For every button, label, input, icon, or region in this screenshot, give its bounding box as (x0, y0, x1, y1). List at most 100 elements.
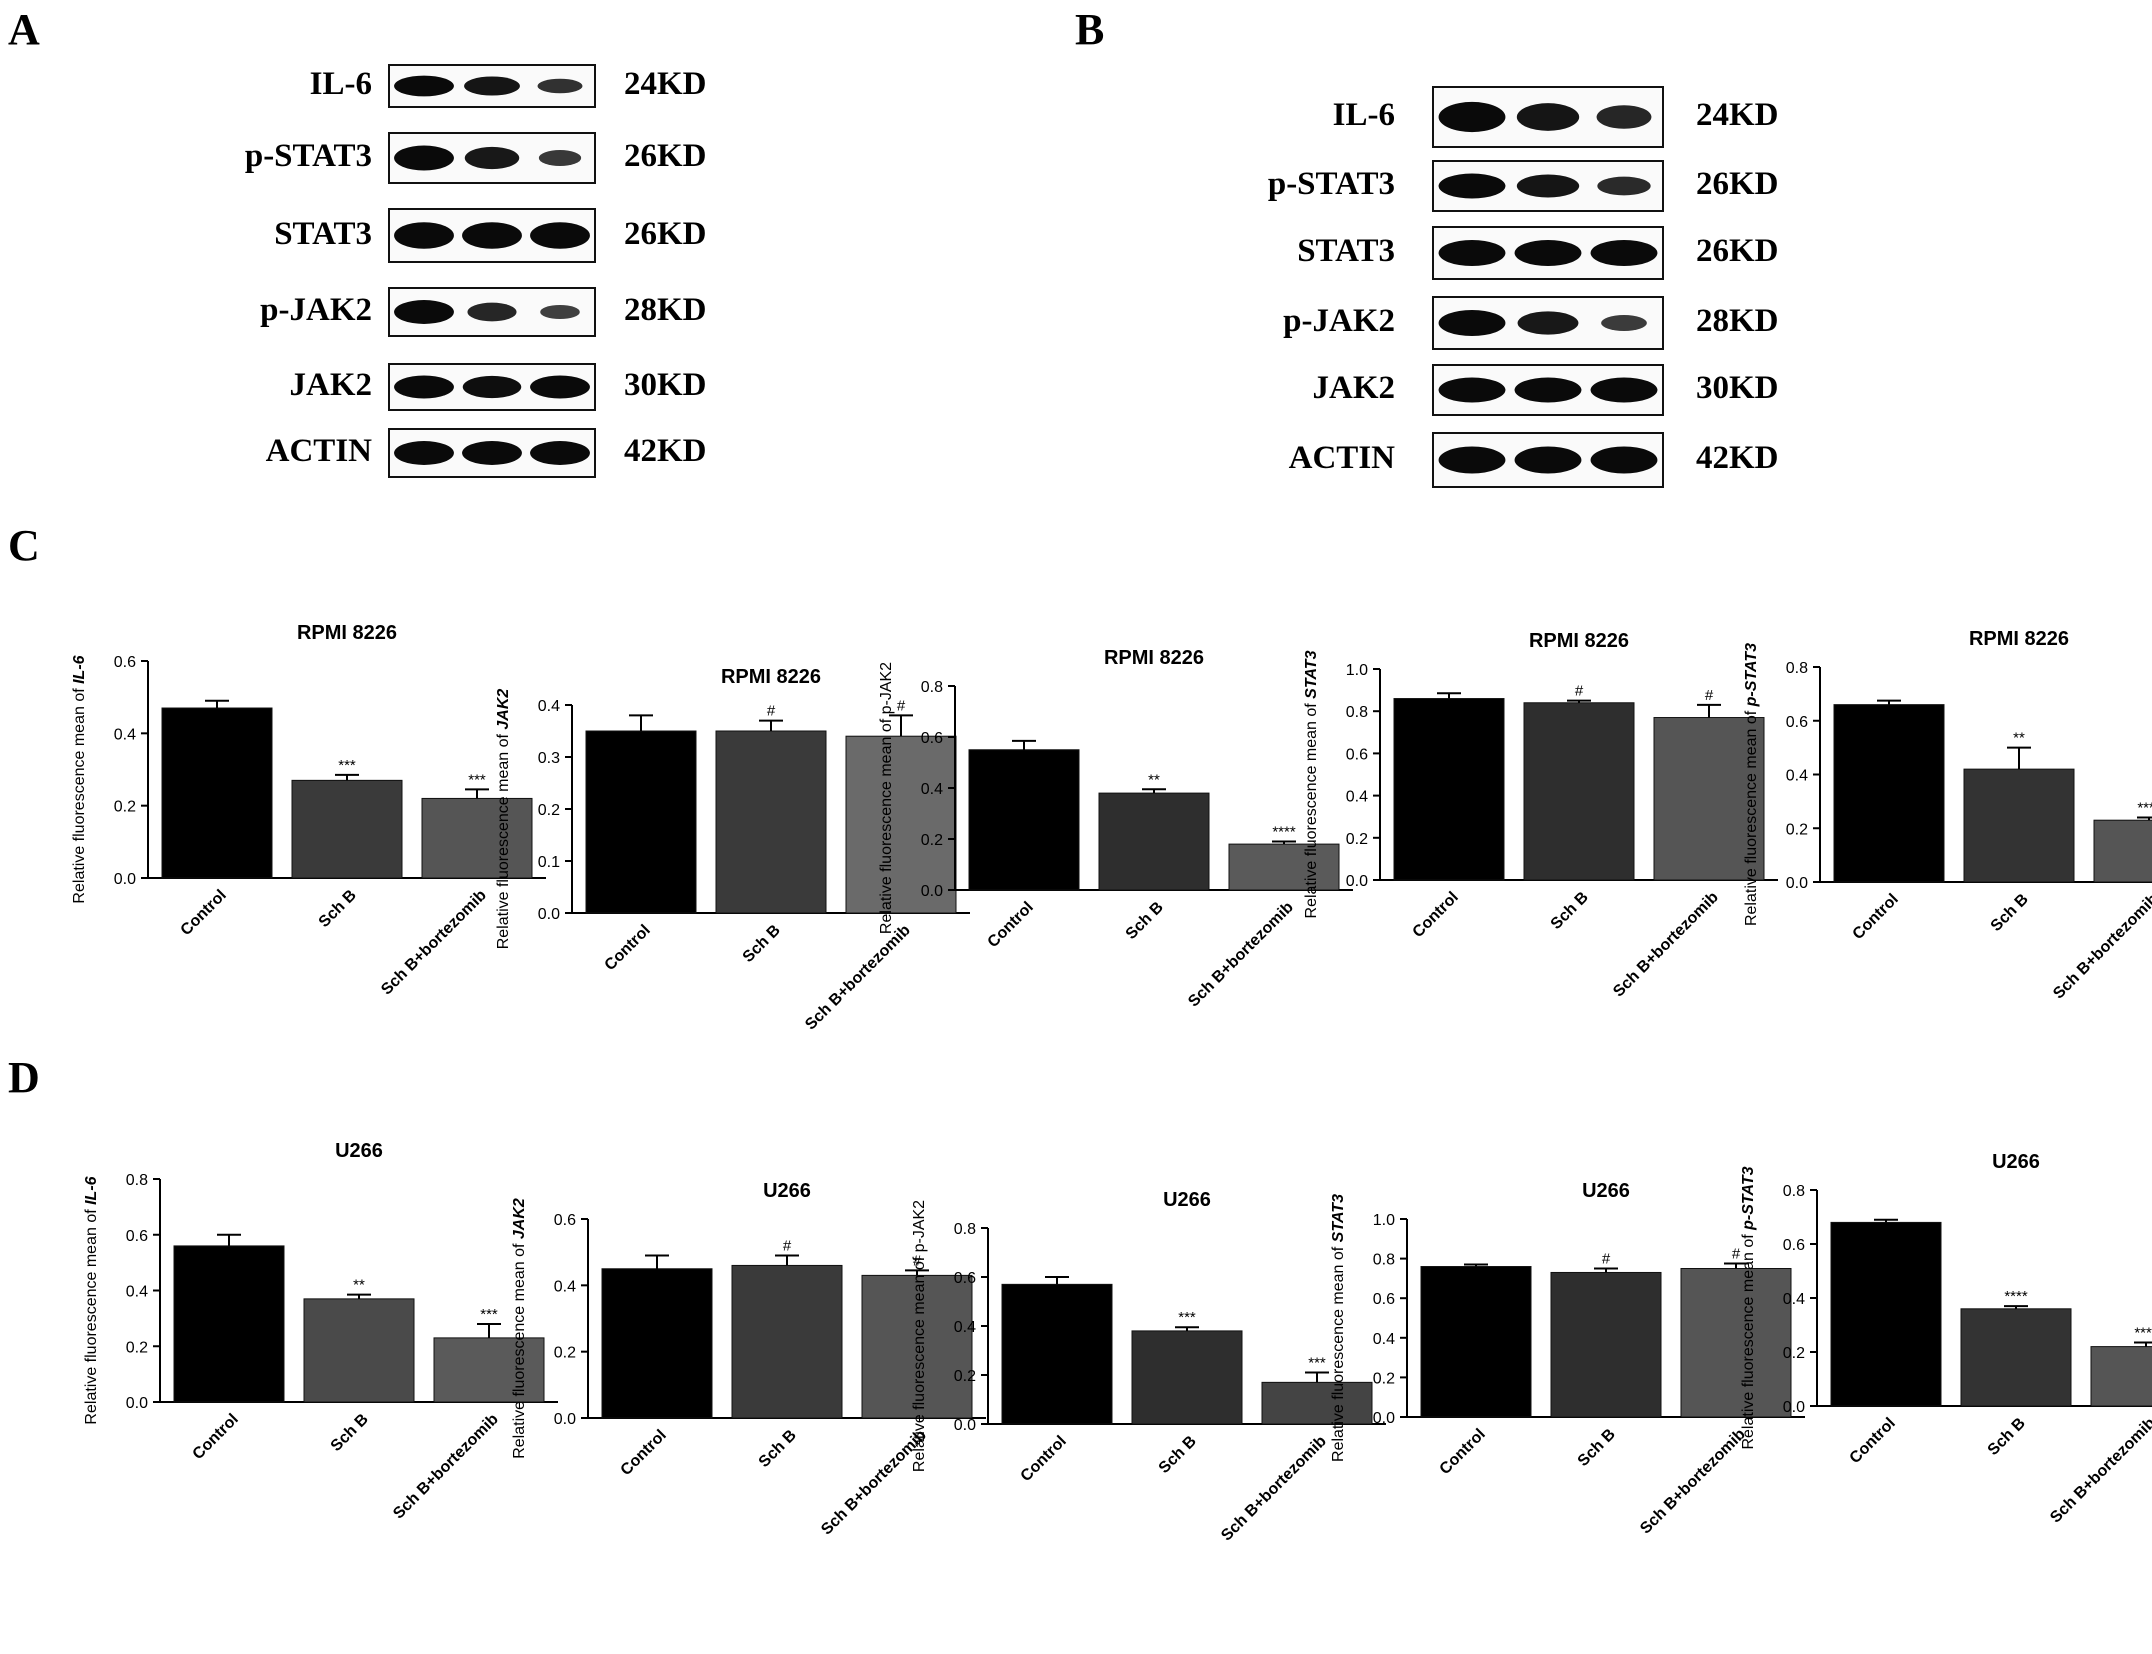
y-axis-label-text: Relative fluorescence mean of (495, 730, 512, 950)
blot-kd-label: 30KD (1696, 370, 1779, 406)
panel-letter-c: C (8, 521, 40, 570)
x-category-label: Sch B (1156, 1433, 1200, 1477)
y-axis-label-text: Relative fluorescence mean of (71, 684, 88, 904)
blot-band (1590, 377, 1658, 403)
bar (1680, 1268, 1792, 1418)
blot-band-strip (388, 363, 596, 411)
y-tick-label: 0.6 (954, 1270, 976, 1287)
blot-band (464, 146, 520, 170)
significance-label: **** (2004, 1288, 2028, 1305)
blot-protein-label: JAK2 (1312, 370, 1396, 406)
y-tick-label: 0.0 (1373, 1410, 1395, 1427)
blot-band (1517, 311, 1579, 335)
significance-label: ** (353, 1277, 365, 1294)
y-tick-label: 0.6 (921, 730, 943, 747)
x-category-label: Control (190, 1411, 242, 1463)
blot-band (1601, 315, 1647, 331)
blot-protein-label: IL-6 (309, 66, 372, 102)
bar-chart: 0.0 0.2 0.4 0.6 0.8 U266 Relative fluorescence… (83, 1140, 558, 1522)
bar (1830, 1221, 1942, 1407)
y-axis-label-gene: JAK2 (495, 689, 512, 730)
x-category-label: Sch B (740, 922, 784, 966)
chart-title: RPMI 8226 (1104, 647, 1204, 669)
blot-band-strip (388, 287, 596, 337)
y-axis-label-gene: IL-6 (71, 655, 88, 684)
y-tick-label: 0.0 (921, 883, 943, 900)
bar (861, 1274, 973, 1419)
blot-protein-label: p-STAT3 (244, 138, 372, 174)
y-tick-label: 0.2 (954, 1368, 976, 1385)
blot-band (464, 76, 520, 96)
bar-chart: 0.0 0.2 0.4 0.6 0.8 1.0 U266 Relative fluoresce… (1330, 1180, 1805, 1537)
bar (1420, 1266, 1532, 1418)
bar (433, 1337, 545, 1403)
chart-title: U266 (1582, 1180, 1630, 1202)
blot-kd-label: 28KD (624, 292, 707, 328)
y-tick-label: 0.0 (1346, 873, 1368, 890)
y-axis-label-text: Relative fluorescence mean of (511, 1239, 528, 1459)
blot-band (394, 300, 454, 324)
y-axis-label: Relative fluorescence mean of IL-6 (83, 1176, 100, 1424)
y-tick-label: 0.4 (1783, 1291, 1805, 1308)
bar (1523, 702, 1635, 881)
blot-protein-label: STAT3 (1297, 233, 1395, 269)
x-category-label: Sch B (1985, 1415, 2029, 1459)
y-axis-label-gene: STAT3 (1330, 1194, 1347, 1242)
chart-title: U266 (1163, 1189, 1211, 1211)
bar (1261, 1381, 1373, 1425)
x-category-label: Sch B+bortezomib (2050, 891, 2152, 1003)
x-category-label: Sch B (1988, 891, 2032, 935)
blot-band (462, 222, 522, 249)
y-tick-label: 0.6 (1786, 714, 1808, 731)
blot-protein-label: IL-6 (1332, 97, 1395, 133)
blot-band-strip (388, 64, 596, 108)
x-category-label: Sch B (1548, 889, 1592, 933)
bar (1833, 704, 1945, 883)
blot-kd-label: 30KD (624, 367, 707, 403)
y-tick-label: 0.0 (126, 1395, 148, 1412)
bar (1963, 768, 2075, 883)
bar (1550, 1271, 1662, 1418)
y-tick-label: 0.4 (1346, 789, 1368, 806)
x-category-label: Control (985, 899, 1037, 951)
y-tick-label: 0.8 (921, 679, 943, 696)
x-category-label: Control (1850, 891, 1902, 943)
bar-chart: 0.0 0.1 0.2 0.3 0.4 RPMI 8226 Relative fluores… (495, 666, 970, 1033)
bar (291, 779, 403, 879)
blot-band (530, 375, 590, 399)
significance-label: **** (2137, 800, 2152, 817)
y-axis-label: Relative fluorescence mean of p-STAT3 (1743, 643, 1760, 926)
y-tick-label: 0.2 (126, 1339, 148, 1356)
y-tick-label: 0.2 (1783, 1345, 1805, 1362)
blot-kd-label: 28KD (1696, 303, 1779, 339)
blot-band (1597, 176, 1651, 196)
blot-band (1516, 103, 1580, 131)
x-category-label: Sch B (756, 1427, 800, 1471)
y-tick-label: 0.8 (126, 1172, 148, 1189)
chart-title: RPMI 8226 (721, 666, 821, 688)
y-axis-label-text: Relative fluorescence mean of (1330, 1242, 1347, 1462)
y-tick-label: 0.4 (954, 1319, 976, 1336)
blot-kd-label: 24KD (1696, 97, 1779, 133)
blot-protein-label: JAK2 (289, 367, 373, 403)
y-tick-label: 0.6 (1783, 1237, 1805, 1254)
blot-band-strip (1432, 432, 1664, 488)
blot-protein-label: ACTIN (1288, 440, 1395, 476)
y-axis-label-text: Relative fluorescence mean of (1743, 706, 1760, 926)
blot-band-strip (388, 132, 596, 184)
y-axis-label: Relative fluorescence mean of p-STAT3 (1740, 1166, 1757, 1449)
bar (1653, 717, 1765, 881)
blot-protein-label: STAT3 (274, 215, 372, 252)
y-tick-label: 1.0 (1346, 662, 1368, 679)
x-category-label: Control (1018, 1433, 1070, 1485)
significance-label: # (1732, 1246, 1741, 1263)
significance-label: # (913, 1252, 922, 1269)
y-tick-label: 0.4 (921, 781, 943, 798)
blot-band (1514, 446, 1582, 474)
bar (2090, 1346, 2152, 1407)
blot-kd-label: 24KD (624, 66, 707, 102)
y-tick-label: 0.6 (1373, 1291, 1395, 1308)
y-tick-label: 0.8 (1346, 704, 1368, 721)
blot-band-strip (388, 208, 596, 263)
y-tick-label: 0.8 (1783, 1183, 1805, 1200)
